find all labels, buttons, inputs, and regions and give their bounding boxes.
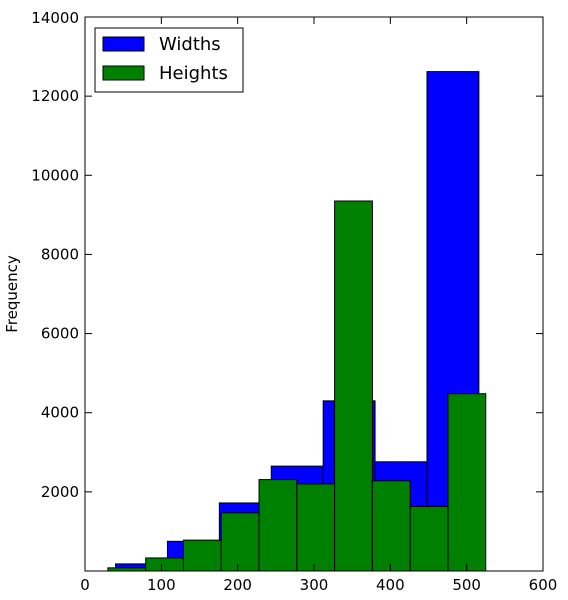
heights-bar-6 — [334, 200, 373, 572]
y-tick-label: 10000 — [31, 166, 79, 184]
y-tick-label: 6000 — [41, 325, 79, 343]
y-tick-label: 12000 — [31, 87, 79, 105]
legend-swatch-heights — [102, 65, 145, 81]
x-tick-label: 0 — [80, 576, 90, 594]
ticks-layer: 0 100 200 300 400 500 600 2000 4000 6000 8000 10000… — [31, 9, 557, 594]
y-axis-title: Frequency — [3, 255, 21, 333]
x-tick-label: 300 — [300, 576, 329, 594]
heights-bar-4 — [258, 479, 298, 572]
x-tick-label: 600 — [529, 576, 558, 594]
heights-bar-7 — [371, 480, 411, 572]
heights-bar-9 — [447, 393, 487, 572]
y-tick-label: 8000 — [41, 245, 79, 263]
y-tick-label: 2000 — [41, 483, 79, 501]
legend-swatch-widths — [102, 36, 145, 52]
heights-bar-1 — [145, 557, 184, 572]
y-tick-label: 14000 — [31, 9, 79, 27]
legend-label-widths: Widths — [159, 34, 221, 55]
heights-bar-8 — [409, 505, 449, 572]
heights-bar-2 — [182, 539, 222, 572]
x-tick-label: 200 — [223, 576, 252, 594]
x-tick-label: 400 — [376, 576, 405, 594]
x-tick-label: 100 — [147, 576, 176, 594]
heights-bar-5 — [296, 483, 336, 572]
heights-bar-3 — [220, 512, 260, 572]
y-tick-label: 4000 — [41, 404, 79, 422]
x-tick-label: 500 — [452, 576, 481, 594]
bars-layer — [107, 71, 487, 572]
legend: Widths Heights — [94, 27, 244, 93]
legend-label-heights: Heights — [159, 63, 228, 84]
